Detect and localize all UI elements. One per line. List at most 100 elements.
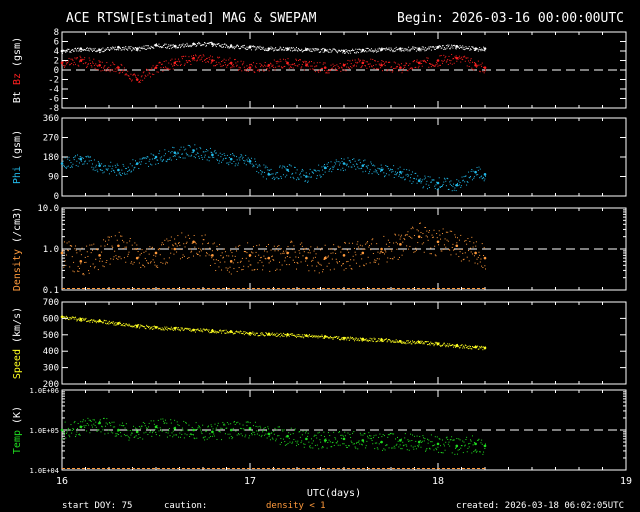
scatter-dot-bt [412,46,414,48]
scatter-dot-speed [86,321,88,323]
scatter-dot-bz [72,59,74,61]
scatter-dot-temp [341,434,343,436]
scatter-dot-speed [367,339,369,341]
scatter-dot-speed [88,320,90,322]
scatter-dot-speed [178,327,180,329]
scatter-dot-density [161,244,163,246]
scatter-dot-density [376,258,378,260]
scatter-dot-speed [174,328,176,330]
scatter-dot-density [188,256,190,258]
scatter-dot-phi [142,157,144,159]
scatter-dot-bt [312,49,314,51]
scatter-dot-density [285,250,287,252]
scatter-dot-temp [91,424,93,426]
series-phi [60,144,487,192]
scatter-dot-speed [272,334,274,336]
scatter-dot-bt [75,49,77,51]
scatter-dot-phi [320,176,322,178]
scatter-dot-speed [225,329,227,331]
scatter-dot-bz [101,61,103,63]
scatter-dot-bz [148,69,150,71]
scatter-dot-bz [73,61,75,63]
scatter-dot-density [179,258,181,260]
scatter-dot-density [413,234,415,236]
scatter-dot-bt [327,49,329,51]
scatter-dot-temp [309,445,311,447]
scatter-dot-bt [251,49,253,51]
scatter-dot-phi [140,163,142,165]
scatter-dot-phi [160,159,162,161]
scatter-dot-bz [275,66,277,68]
scatter-dot-speed [196,328,198,330]
scatter-dot-bt [346,50,348,52]
scatter-dot-phi [63,166,65,168]
scatter-dot-phi [338,161,340,163]
scatter-dot-phi [65,167,67,169]
scatter-dot-bz [191,57,193,59]
scatter-dot-bz [178,60,180,62]
scatter-dot-bt [273,49,275,51]
y-axis-label-part: Bt [12,91,23,103]
scatter-dot-phi [472,170,474,172]
scatter-dot-density [226,255,228,257]
scatter-dot-bz [251,63,253,65]
scatter-dot-density [348,251,350,253]
scatter-dot-bz [417,61,419,63]
scatter-dot-density [194,246,196,248]
scatter-dot-temp [239,427,241,429]
scatter-dot-density [318,262,320,264]
data-point-bz [380,63,383,67]
scatter-dot-density [242,268,244,270]
scatter-dot-phi [226,154,228,156]
scatter-dot-speed [375,341,377,343]
scatter-dot-phi [378,168,380,170]
scatter-dot-bz [472,68,474,70]
scatter-dot-bz [339,67,341,69]
scatter-dot-bz [116,69,118,71]
scatter-dot-bz [211,61,213,63]
scatter-dot-temp [264,434,266,436]
scatter-dot-bt [299,50,301,52]
scatter-dot-temp [427,442,429,444]
scatter-dot-speed [101,321,103,323]
scatter-dot-speed [423,342,425,344]
scatter-dot-density [454,234,456,236]
scatter-dot-density [389,242,391,244]
scatter-dot-density [456,237,458,239]
scatter-dot-temp [226,422,228,424]
scatter-dot-phi [260,173,262,175]
scatter-dot-bz [126,74,128,76]
scatter-dot-density [325,257,327,259]
scatter-dot-speed [405,343,407,345]
scatter-dot-speed [193,330,195,332]
scatter-dot-speed [172,328,174,330]
scatter-dot-speed [239,330,241,332]
scatter-dot-bz [160,67,162,69]
scatter-dot-bt [189,44,191,46]
scatter-dot-temp [440,445,442,447]
scatter-dot-temp [143,432,145,434]
scatter-dot-temp [256,433,258,435]
scatter-dot-phi [215,152,217,154]
scatter-dot-bt [350,52,352,54]
scatter-dot-bz [254,65,256,67]
scatter-dot-temp [367,437,369,439]
scatter-dot-bz [264,61,266,63]
scatter-dot-phi [299,174,301,176]
scatter-dot-density [296,261,298,263]
scatter-dot-bt [275,47,277,49]
scatter-dot-temp [65,432,67,434]
scatter-dot-speed [94,321,96,323]
scatter-dot-density [343,269,345,271]
scatter-dot-bt [149,47,151,49]
scatter-dot-speed [400,341,402,343]
scatter-dot-phi [192,149,194,151]
scatter-dot-speed [260,332,262,334]
scatter-dot-density [215,259,217,261]
scatter-dot-phi [404,179,406,181]
scatter-dot-speed [275,335,277,337]
scatter-dot-temp [410,445,412,447]
scatter-dot-temp [76,428,78,430]
scatter-dot-temp [436,449,438,451]
scatter-dot-speed [185,328,187,330]
